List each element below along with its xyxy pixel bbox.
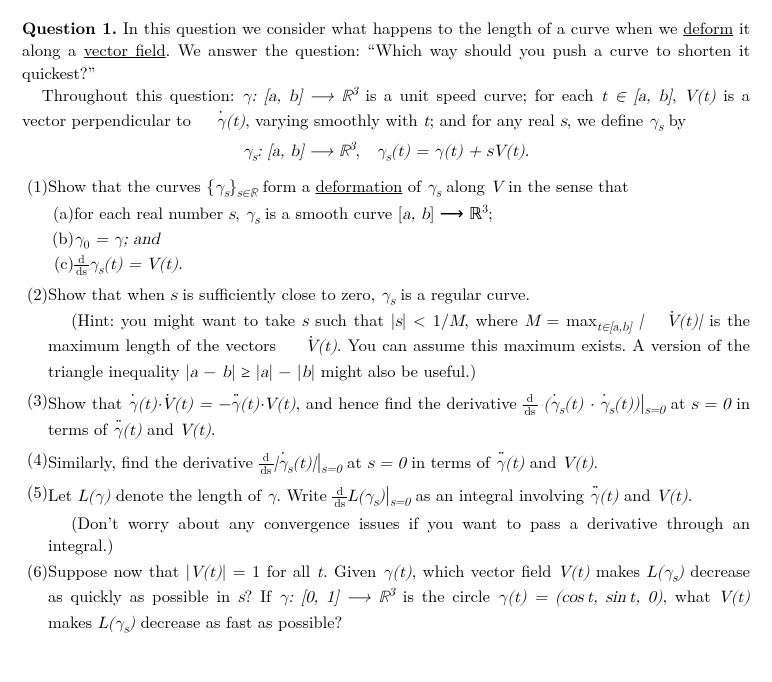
setup-by: by (663, 107, 686, 131)
setup-gammadot: γ(t) (196, 114, 245, 130)
term-deform: deform (683, 15, 733, 39)
item-4: (4) Similarly, find the derivative dds|γ… (48, 447, 750, 476)
question-header: Question 1. In this question we consider… (22, 16, 750, 83)
display-equation: γs: [a, b] ⟶ ℝ3, γs(t) = γ(t) + sV(t). (22, 141, 750, 163)
item-1b: (b) γ0 = γ; and (74, 226, 750, 251)
item-5-num: (5) (22, 480, 48, 502)
setup-gamma-map: γ: [a, b] ⟶ ℝ3 (242, 89, 358, 105)
item-3-num: (3) (22, 388, 48, 410)
item-2-num: (2) (22, 282, 48, 304)
item-1a: (a) for each real number s, γs is a smoo… (74, 201, 750, 226)
item-2: (2) Show that when s is sufficiently clo… (48, 282, 750, 384)
setup-gammas: γs (649, 114, 663, 130)
item-1-text: Show that the curves {γs}s∈ℝ form a defo… (48, 173, 629, 197)
item-3: (3) Show that γ(t)·V(t) = −γ(t)·V(t), an… (48, 388, 750, 443)
item-1c: (c) ddsγs(t) = V(t). (74, 251, 750, 277)
main-list: (1) Show that the curves {γs}s∈ℝ form a … (22, 174, 750, 635)
item-5: (5) Let L(γ) denote the length of γ. Wri… (48, 480, 750, 555)
term-deformation: deformation (316, 173, 403, 197)
item-1-sublist: (a) for each real number s, γs is a smoo… (48, 201, 750, 278)
item-1: (1) Show that the curves {γs}s∈ℝ form a … (48, 174, 750, 278)
setup-t-set: t ∈ [a, b] (601, 89, 672, 105)
item-4-num: (4) (22, 447, 48, 469)
intro-text-1: In this question we consider what happen… (123, 15, 683, 39)
item-5-hint: (Don’t worry about any convergence issue… (48, 511, 750, 556)
question-label: Question 1. (22, 15, 117, 39)
term-vector-field: vector field (84, 37, 166, 61)
setup-cont5: ; and for any real (429, 107, 560, 131)
item-6-num: (6) (22, 559, 48, 581)
setup-Vt: V(t) (684, 89, 716, 105)
setup-paragraph: Throughout this question: γ: [a, b] ⟶ ℝ3… (22, 83, 750, 134)
setup-cont6: , we define (567, 107, 649, 131)
item-2-hint: (Hint: you might want to take s such tha… (48, 308, 750, 384)
item-6: (6) Suppose now that |V(t)| = 1 for all … (48, 559, 750, 635)
setup-cont4: , varying smoothly with (245, 107, 423, 131)
setup-cont2: , (672, 82, 684, 106)
item-1-num: (1) (22, 174, 48, 196)
setup-cont1: is a unit speed curve; for each (358, 82, 601, 106)
